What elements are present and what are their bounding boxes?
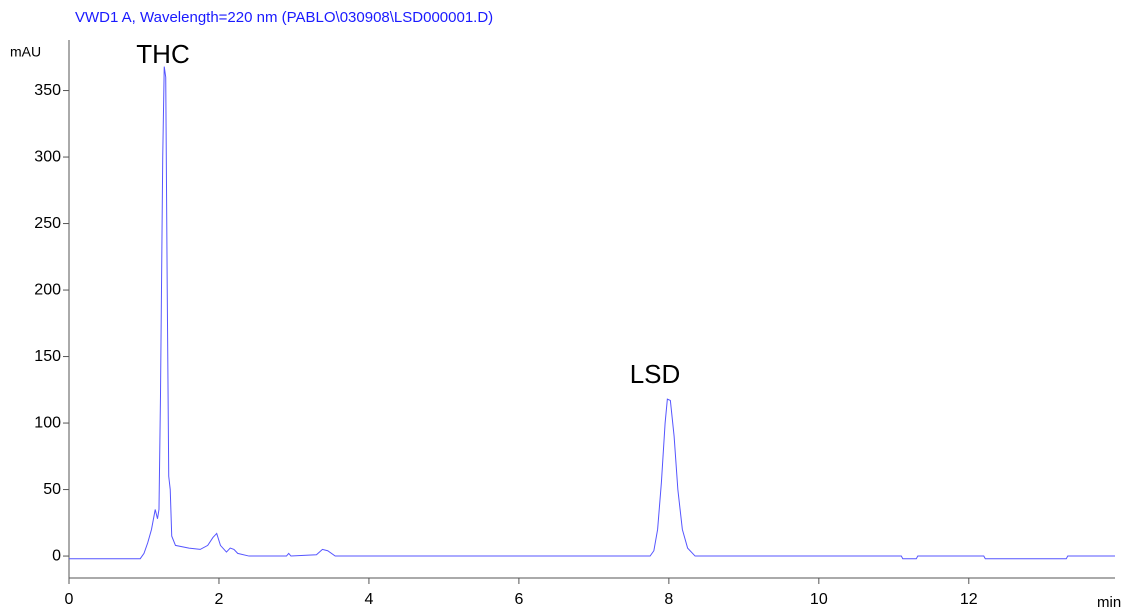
peak-annotation: LSD: [630, 359, 681, 389]
y-axis-label: mAU: [10, 44, 41, 60]
x-tick-label: 6: [514, 591, 523, 608]
y-tick-label: 150: [34, 348, 61, 365]
x-tick-label: 10: [810, 591, 828, 608]
y-tick-label: 250: [34, 215, 61, 232]
x-tick-label: 2: [215, 591, 224, 608]
y-tick-label: 200: [34, 281, 61, 298]
x-tick-label: 0: [65, 591, 74, 608]
y-tick-label: 50: [43, 481, 61, 498]
peak-annotation: THC: [136, 39, 189, 69]
y-tick-label: 0: [52, 547, 61, 564]
x-tick-label: 4: [364, 591, 373, 608]
y-tick-label: 300: [34, 148, 61, 165]
x-axis-label: min: [1097, 594, 1121, 611]
y-tick-label: 100: [34, 414, 61, 431]
chart-title: VWD1 A, Wavelength=220 nm (PABLO\030908\…: [75, 9, 493, 26]
trace: [69, 66, 1115, 560]
x-tick-label: 12: [960, 591, 978, 608]
x-tick-label: 8: [664, 591, 673, 608]
y-tick-label: 350: [34, 82, 61, 99]
